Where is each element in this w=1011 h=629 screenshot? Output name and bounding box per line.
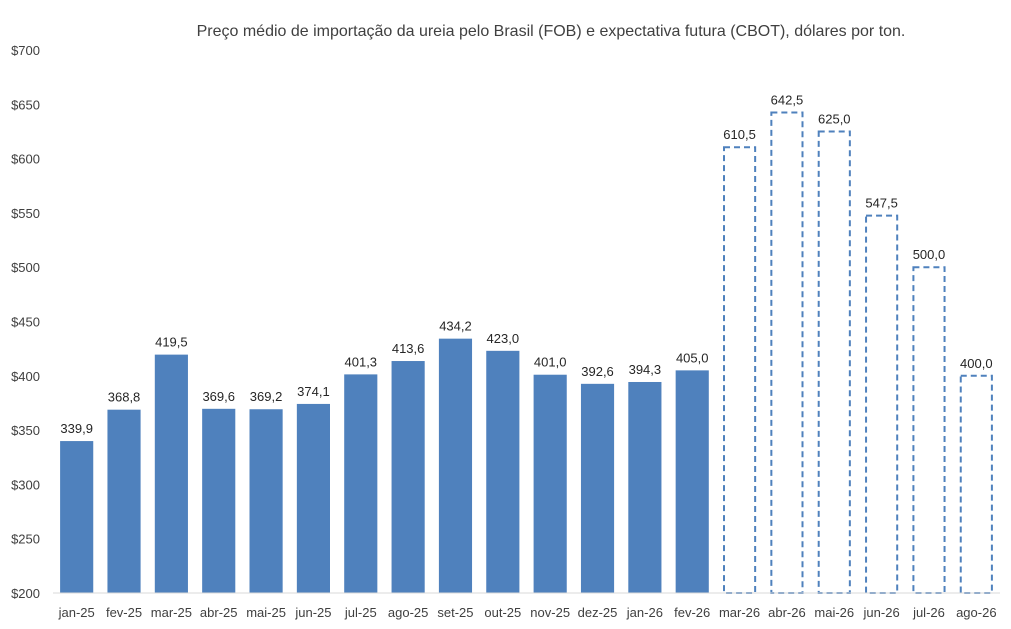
bar-cbot [817, 130, 851, 594]
chart-title: Preço médio de importação da ureia pelo … [197, 23, 906, 40]
bar-fob [344, 374, 378, 593]
data-label: 374,1 [297, 384, 330, 399]
y-tick-label: $450 [11, 315, 40, 330]
y-tick-label: $200 [11, 586, 40, 601]
y-tick-label: $550 [11, 206, 40, 221]
bar-fob [391, 361, 425, 593]
data-label: 400,0 [960, 356, 993, 371]
x-axis: jan-25 fev-25 mar-25 abr-25 mai-25 jun-25 jul-… [58, 605, 997, 620]
x-tick-label: nov-25 [530, 605, 570, 620]
y-axis: $200 $250 $300 $350 $400 $450 $500 $550 $600 $650… [11, 43, 40, 601]
data-label: 423,0 [487, 331, 520, 346]
bar-fob [628, 381, 662, 593]
data-label: 547,5 [865, 196, 898, 211]
x-tick-label: abr-25 [200, 605, 238, 620]
bar-fob [60, 441, 94, 593]
x-tick-label: mar-26 [719, 605, 760, 620]
data-label: 419,5 [155, 335, 188, 350]
data-label: 413,6 [392, 341, 425, 356]
data-label: 500,0 [913, 247, 946, 262]
y-tick-label: $400 [11, 369, 40, 384]
y-tick-label: $600 [11, 152, 40, 167]
y-tick-label: $250 [11, 532, 40, 547]
x-tick-label: mai-26 [814, 605, 854, 620]
bar-cbot [770, 111, 804, 594]
x-tick-label: abr-26 [768, 605, 806, 620]
data-label: 401,3 [345, 354, 378, 369]
y-tick-label: $500 [11, 260, 40, 275]
x-tick-label: set-25 [437, 605, 473, 620]
data-label: 394,3 [629, 362, 662, 377]
x-tick-label: jul-26 [912, 605, 945, 620]
bar-fob [249, 409, 283, 593]
y-tick-label: $350 [11, 423, 40, 438]
bar-cbot [723, 146, 757, 595]
x-tick-label: fev-26 [674, 605, 710, 620]
bar-cbot [959, 374, 993, 594]
bar-fob [296, 403, 330, 593]
data-label: 368,8 [108, 390, 141, 405]
x-tick-label: jul-25 [344, 605, 377, 620]
data-label: 405,0 [676, 350, 709, 365]
x-tick-label: out-25 [484, 605, 521, 620]
data-label: 434,2 [439, 319, 472, 334]
bar-fob [675, 370, 709, 593]
bar-fob [533, 374, 567, 593]
bar-fob [486, 350, 520, 593]
data-label: 642,5 [771, 92, 804, 107]
y-tick-label: $650 [11, 97, 40, 112]
bar-fob [580, 383, 615, 593]
data-label: 625,0 [818, 111, 851, 126]
x-tick-label: jun-25 [294, 605, 331, 620]
x-tick-label: jan-26 [626, 605, 663, 620]
bars [60, 111, 993, 595]
x-tick-label: mar-25 [151, 605, 192, 620]
y-tick-label: $700 [11, 43, 40, 58]
x-tick-label: mai-25 [246, 605, 286, 620]
x-tick-label: fev-25 [106, 605, 142, 620]
x-tick-label: jan-25 [58, 605, 95, 620]
x-tick-label: ago-26 [956, 605, 996, 620]
data-label: 369,2 [250, 389, 283, 404]
data-label: 369,6 [202, 389, 235, 404]
bar-fob [107, 409, 141, 593]
data-label: 392,6 [581, 364, 614, 379]
bar-fob [202, 408, 236, 593]
data-label: 610,5 [723, 127, 756, 142]
bar-cbot [865, 214, 899, 595]
data-label: 339,9 [60, 421, 93, 436]
x-tick-label: jun-26 [863, 605, 900, 620]
y-tick-label: $300 [11, 477, 40, 492]
x-tick-label: dez-25 [578, 605, 618, 620]
bar-cbot [912, 266, 946, 594]
bar-fob [438, 338, 473, 593]
x-tick-label: ago-25 [388, 605, 428, 620]
data-labels: 339,9 368,8 419,5 369,6 369,2 374,1 401,3 413,6… [60, 92, 992, 436]
data-label: 401,0 [534, 355, 567, 370]
bar-fob [154, 354, 188, 593]
